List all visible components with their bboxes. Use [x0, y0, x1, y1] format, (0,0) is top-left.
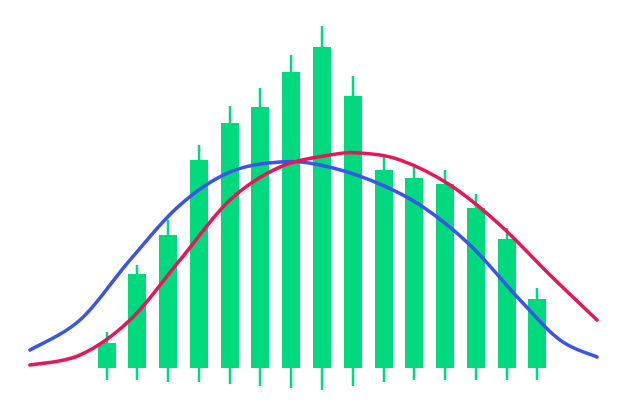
candle-body [282, 72, 300, 368]
candle-body [190, 160, 208, 368]
candle-body [98, 343, 116, 368]
candle-body [405, 178, 423, 368]
candle-body [375, 170, 393, 368]
candle-body [467, 208, 485, 368]
candle-body [436, 184, 454, 368]
candle-body [344, 96, 362, 368]
curve-line [28, 159, 599, 359]
candle-body [159, 235, 177, 368]
candle-body [221, 123, 239, 368]
candle-body [128, 274, 146, 368]
candle-body [498, 239, 516, 368]
candle-body [528, 299, 546, 368]
candle-body [251, 107, 269, 368]
candle-body [313, 47, 331, 368]
curve-line [28, 150, 599, 367]
